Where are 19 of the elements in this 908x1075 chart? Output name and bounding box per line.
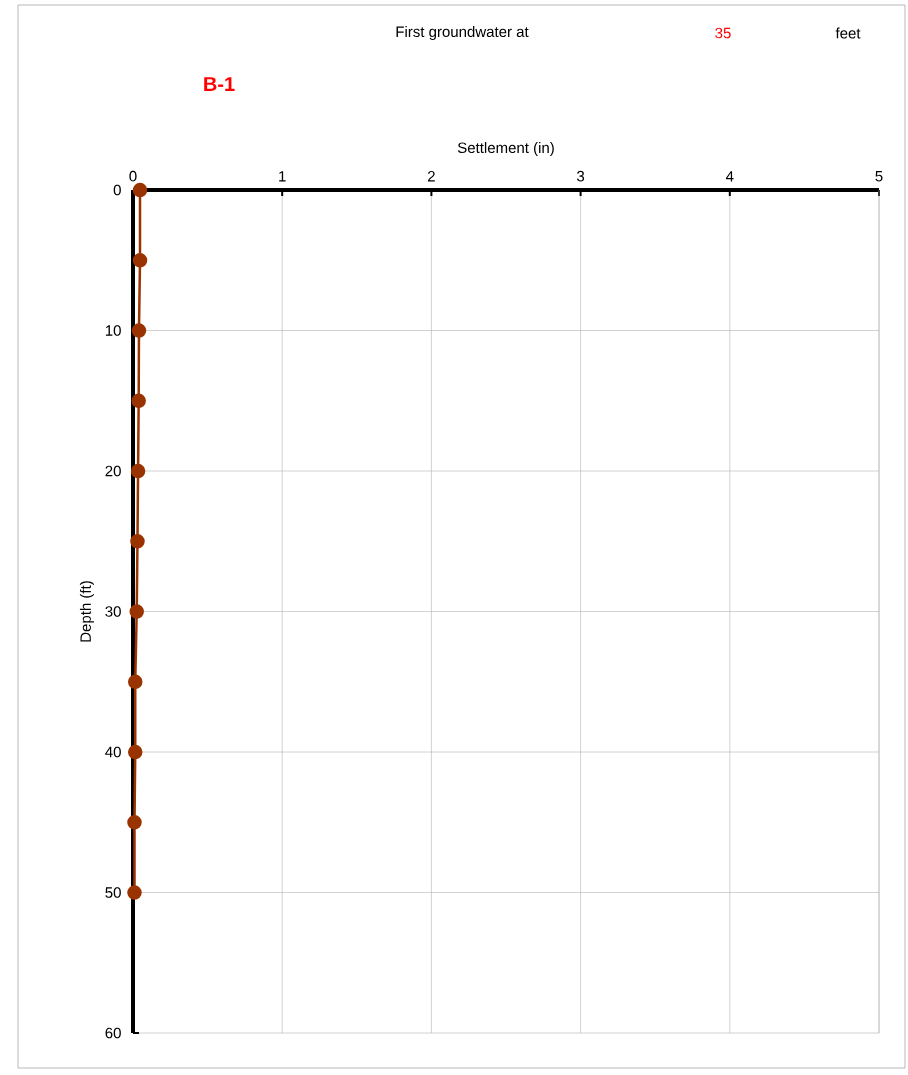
y-tick-label: 30 <box>105 606 121 617</box>
x-tick-label: 2 <box>427 171 435 182</box>
y-axis-title: Depth (ft) <box>79 581 94 642</box>
x-tick-label: 1 <box>279 171 286 182</box>
x-axis-title: Settlement (in) <box>457 142 554 156</box>
y-tick-label: 50 <box>105 887 121 898</box>
y-tick-label: 60 <box>105 1027 121 1039</box>
x-tick-label: 5 <box>875 171 883 182</box>
chart-title: B-1 <box>204 77 235 91</box>
y-tick-label: 10 <box>105 325 121 336</box>
text: 35 <box>715 27 731 39</box>
y-tick-label: 20 <box>105 465 121 477</box>
text: feet <box>835 27 861 39</box>
y-tick-label: 40 <box>105 746 121 758</box>
x-tick-label: 4 <box>725 171 734 182</box>
x-tick-label: 3 <box>577 170 585 182</box>
y-tick-label: 0 <box>113 184 121 196</box>
text: First groundwater at <box>396 26 529 40</box>
x-tick-label: 0 <box>129 170 137 182</box>
